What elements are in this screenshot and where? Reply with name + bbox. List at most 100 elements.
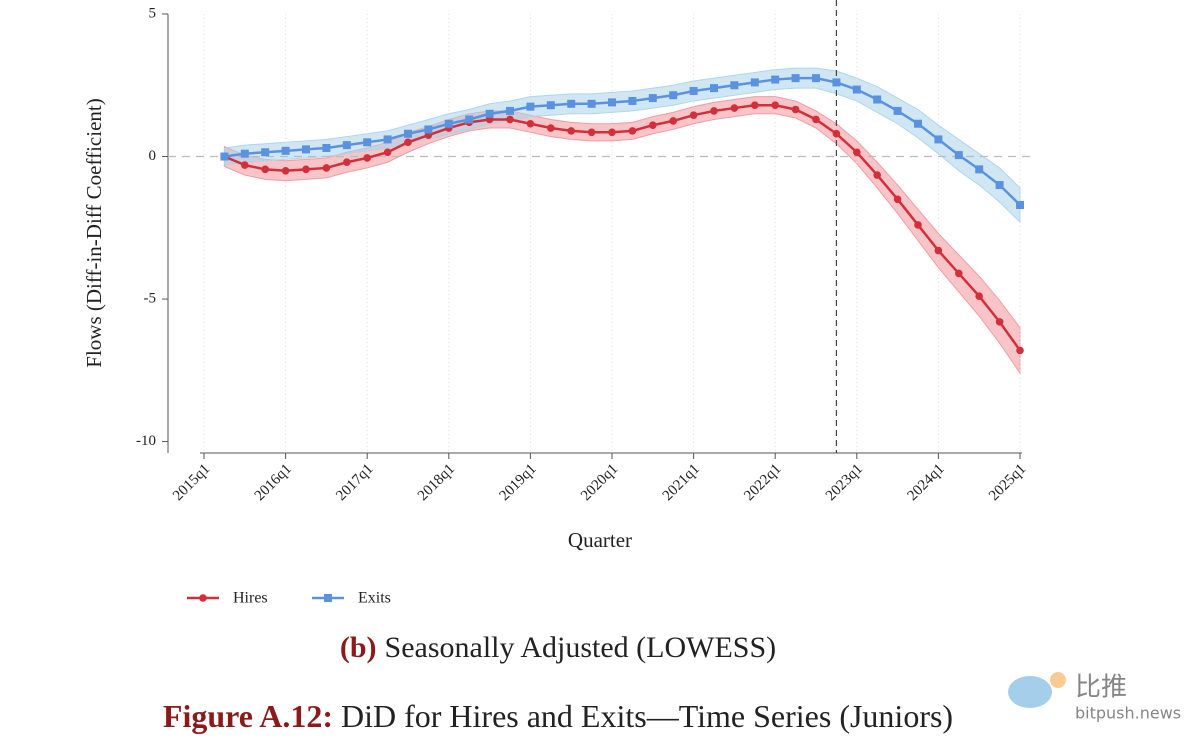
point bbox=[771, 75, 780, 84]
grid bbox=[162, 0, 1034, 459]
point bbox=[852, 85, 861, 94]
point bbox=[628, 96, 637, 105]
subtitle-label: (b) bbox=[340, 631, 377, 664]
point bbox=[975, 292, 983, 301]
subtitle-text: Seasonally Adjusted (LOWESS) bbox=[385, 631, 777, 664]
watermark-logo: 比推 bbox=[1075, 673, 1127, 703]
x-tick-label: 2015q1 bbox=[170, 461, 213, 504]
caption-text: DiD for Hires and Exits—Time Series (Jun… bbox=[341, 698, 953, 734]
point bbox=[914, 221, 922, 229]
point bbox=[546, 101, 555, 110]
point bbox=[322, 143, 331, 152]
point bbox=[934, 246, 943, 255]
point bbox=[934, 135, 943, 144]
point bbox=[689, 111, 698, 119]
watermark-coin bbox=[1050, 672, 1066, 688]
legend-marker bbox=[199, 594, 207, 602]
point bbox=[710, 84, 718, 93]
watermark-site: bitpush.news bbox=[1075, 704, 1181, 723]
point bbox=[302, 165, 310, 174]
point bbox=[669, 117, 677, 125]
point bbox=[730, 104, 739, 112]
point bbox=[383, 135, 392, 144]
y-tick-label: -10 bbox=[136, 433, 156, 449]
point bbox=[261, 165, 270, 174]
point bbox=[526, 102, 535, 111]
point bbox=[342, 141, 351, 150]
x-tick-label: 2019q1 bbox=[497, 461, 540, 504]
caption-label: Figure A.12: bbox=[163, 698, 333, 734]
point bbox=[995, 318, 1004, 326]
point bbox=[241, 161, 249, 169]
point bbox=[383, 148, 392, 157]
point bbox=[220, 152, 229, 161]
watermark-bird bbox=[1008, 676, 1052, 708]
x-tick-label: 2024q1 bbox=[905, 461, 948, 504]
point bbox=[669, 91, 678, 100]
point bbox=[424, 125, 433, 134]
point bbox=[628, 127, 637, 135]
point bbox=[893, 195, 902, 204]
lines bbox=[220, 74, 1024, 355]
point bbox=[281, 146, 290, 155]
point bbox=[873, 171, 881, 179]
point bbox=[914, 119, 922, 128]
caption: Figure A.12: DiD for Hires and Exits—Time… bbox=[163, 698, 953, 734]
point bbox=[485, 109, 494, 118]
x-tick-label: 2017q1 bbox=[333, 461, 376, 504]
point bbox=[648, 94, 657, 103]
point bbox=[261, 148, 270, 157]
x-tick-label: 2022q1 bbox=[741, 461, 784, 504]
point bbox=[853, 148, 861, 157]
legend-label: Exits bbox=[358, 590, 391, 607]
x-axis-label: Quarter bbox=[568, 528, 632, 552]
point bbox=[955, 269, 963, 278]
point bbox=[547, 124, 555, 132]
point bbox=[730, 81, 739, 90]
point bbox=[995, 181, 1004, 190]
y-axis-label: Flows (Diff-in-Diff Coefficient) bbox=[82, 98, 106, 367]
point bbox=[1016, 200, 1024, 209]
point bbox=[750, 78, 759, 87]
point bbox=[832, 129, 841, 138]
point bbox=[506, 106, 514, 115]
point bbox=[281, 166, 290, 175]
point bbox=[812, 115, 820, 124]
x-tick-label: 2018q1 bbox=[415, 461, 458, 504]
point bbox=[832, 78, 841, 87]
y-tick-label: 0 bbox=[149, 148, 157, 164]
point bbox=[363, 154, 372, 162]
point bbox=[404, 129, 412, 138]
y-tick-label: -5 bbox=[144, 291, 157, 307]
point bbox=[975, 165, 984, 174]
subtitle: (b) Seasonally Adjusted (LOWESS) bbox=[340, 631, 776, 664]
series-line bbox=[223, 103, 1022, 352]
x-tick-label: 2021q1 bbox=[660, 461, 703, 504]
point bbox=[506, 115, 514, 124]
watermark: 比推 bitpush.news bbox=[1008, 672, 1181, 723]
point bbox=[608, 128, 616, 137]
point bbox=[873, 95, 882, 104]
point bbox=[751, 101, 759, 110]
point bbox=[689, 86, 698, 95]
x-tick-label: 2020q1 bbox=[578, 461, 621, 504]
point bbox=[608, 98, 616, 107]
point bbox=[444, 119, 453, 128]
x-tick-label: 2025q1 bbox=[986, 461, 1029, 504]
legend-label: Hires bbox=[233, 590, 268, 607]
point bbox=[526, 119, 535, 128]
point bbox=[771, 101, 779, 110]
point bbox=[587, 128, 596, 137]
point bbox=[710, 107, 718, 115]
point bbox=[954, 151, 963, 160]
point bbox=[791, 74, 800, 83]
series-line bbox=[224, 76, 1021, 206]
point bbox=[649, 121, 657, 129]
legend-marker bbox=[324, 594, 332, 602]
y-tick-label: 5 bbox=[149, 5, 157, 21]
point bbox=[567, 127, 575, 135]
point bbox=[791, 105, 800, 114]
x-tick-label: 2016q1 bbox=[252, 461, 295, 504]
point bbox=[465, 115, 474, 124]
